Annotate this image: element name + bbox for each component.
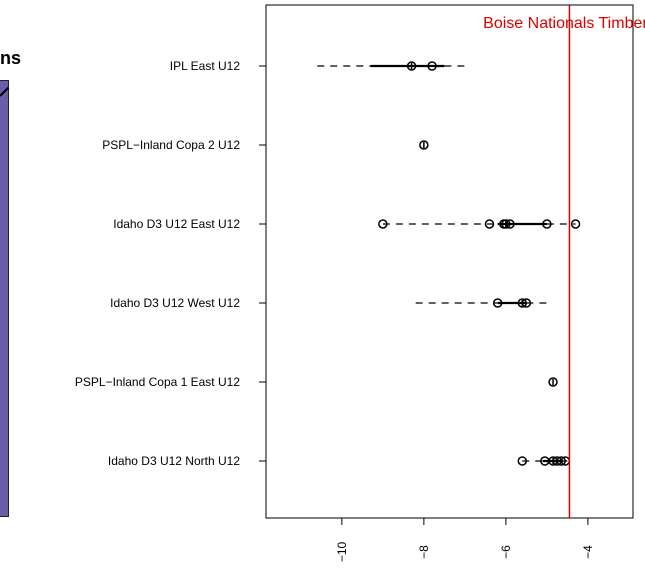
data-point (505, 219, 515, 229)
data-point (492, 298, 503, 308)
x-axis: −10 −8 −6 −4 (335, 518, 595, 562)
x-tick-label: −4 (581, 545, 595, 559)
box-group (317, 61, 469, 71)
data-point (406, 61, 417, 71)
y-tick-label: Idaho D3 U12 North U12 (108, 454, 240, 468)
x-tick-label: −6 (499, 545, 513, 559)
data-point (378, 219, 388, 229)
data-point (427, 61, 437, 71)
y-tick-label: Idaho D3 U12 East U12 (113, 217, 240, 231)
data-point (570, 219, 581, 229)
y-tick-label: IPL East U12 (170, 59, 241, 73)
box-group (419, 140, 429, 150)
background-panel-fragment (0, 80, 9, 517)
plot-frame (265, 4, 634, 519)
background-panel-title-fragment: ns (0, 48, 22, 68)
data-point (556, 456, 566, 466)
box-group (378, 219, 581, 229)
x-tick-label: −8 (417, 545, 431, 559)
y-tick-label: Idaho D3 U12 West U12 (110, 296, 240, 310)
x-tick-label: −10 (335, 541, 349, 562)
data-point (517, 456, 528, 466)
reference-line-group: Boise Nationals Timbers (483, 5, 645, 518)
box-group (548, 377, 558, 387)
data-point (517, 298, 528, 308)
y-axis: IPL East U12 PSPL−Inland Copa 2 U12 Idaho … (75, 59, 266, 468)
box-group (517, 456, 571, 466)
data-point (521, 298, 532, 308)
data-point (501, 219, 511, 229)
box-group (415, 298, 547, 308)
data-point (542, 219, 552, 229)
reference-line-label: Boise Nationals Timbers (483, 15, 645, 32)
boxplot-series (317, 61, 581, 466)
data-point (548, 377, 558, 387)
data-point (484, 219, 495, 229)
y-tick-label: PSPL−Inland Copa 1 East U12 (75, 375, 240, 389)
data-point (419, 140, 429, 150)
y-tick-label: PSPL−Inland Copa 2 U12 (102, 138, 240, 152)
